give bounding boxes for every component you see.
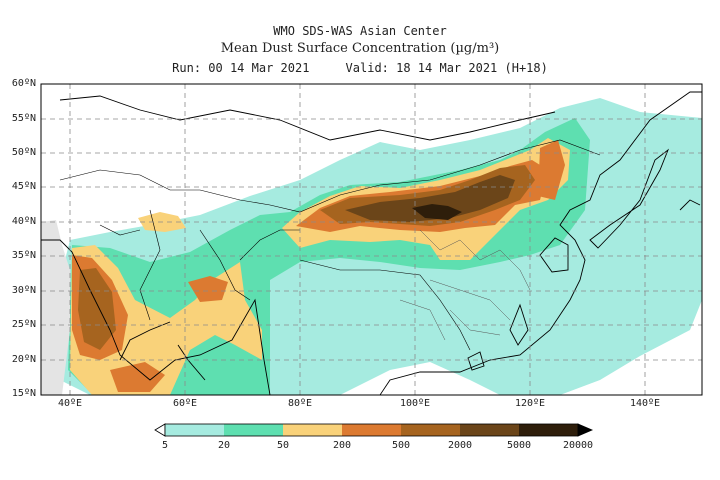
colorbar-frame (164, 423, 579, 437)
colorbar-cell (519, 424, 579, 436)
colorbar-cell (165, 424, 225, 436)
lat-label: 15ºN (11, 388, 36, 399)
lat-label: 30ºN (11, 285, 36, 296)
lat-label: 35ºN (11, 250, 36, 261)
colorbar-cell (342, 424, 402, 436)
chart-title-line2: Mean Dust Surface Concentration (µg/m³) (220, 41, 500, 56)
lat-label: 25ºN (11, 319, 36, 330)
colorbar-cell (460, 424, 520, 436)
lat-label: 55ºN (11, 113, 36, 124)
lat-label: 45ºN (11, 181, 36, 192)
colorbar-label: 20000 (562, 440, 594, 451)
chart-title-line1: WMO SDS-WAS Asian Center (273, 24, 447, 38)
colorbar-cell (283, 424, 343, 436)
colorbar-label: 5000 (506, 440, 532, 451)
map-body (41, 84, 702, 395)
colorbar-label: 2000 (447, 440, 473, 451)
lat-label: 50ºN (11, 147, 36, 158)
colorbar (154, 423, 594, 437)
country-borders (59, 139, 601, 351)
dust-field-5000-20000 (412, 204, 462, 220)
lat-label: 60ºN (11, 78, 36, 89)
colorbar-under-arrow (154, 423, 166, 437)
colorbar-label: 5 (161, 440, 169, 451)
dust-field-2000-5000 (345, 175, 515, 222)
lon-label: 140ºE (629, 398, 661, 409)
colorbar-label: 200 (332, 440, 352, 451)
no-data-region (41, 220, 70, 395)
graticule (41, 84, 702, 395)
map-frame (40, 83, 703, 396)
lon-label: 80ºE (287, 398, 313, 409)
chart-title-line3: Run: 00 14 Mar 2021 Valid: 18 14 Mar 202… (172, 61, 548, 75)
lat-label: 20ºN (11, 354, 36, 365)
colorbar-over-arrow (577, 423, 594, 437)
province-borders (399, 229, 531, 341)
lon-label: 60ºE (172, 398, 198, 409)
lon-label: 40ºE (57, 398, 83, 409)
coastlines (41, 91, 702, 395)
colorbar-label: 500 (391, 440, 411, 451)
colorbar-cell (401, 424, 461, 436)
colorbar-label: 20 (217, 440, 231, 451)
lat-label: 40ºN (11, 216, 36, 227)
lon-label: 120ºE (514, 398, 546, 409)
colorbar-cell (224, 424, 284, 436)
lon-label: 100ºE (399, 398, 431, 409)
colorbar-label: 50 (276, 440, 290, 451)
